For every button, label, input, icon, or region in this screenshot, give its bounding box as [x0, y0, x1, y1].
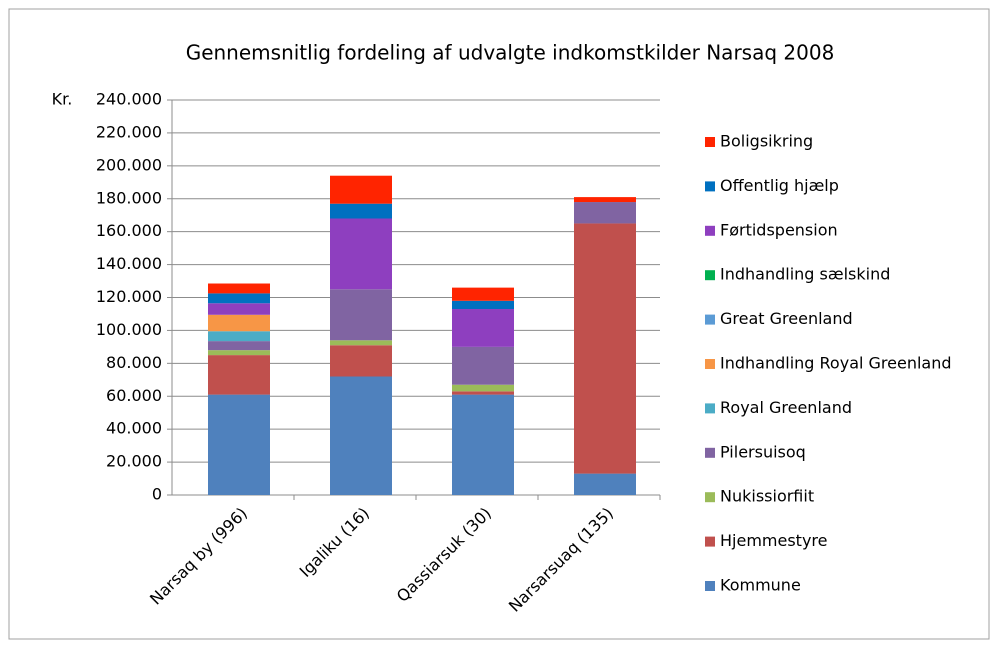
bar-segment	[208, 341, 270, 351]
legend-label: Royal Greenland	[720, 398, 852, 417]
legend-label: Hjemmestyre	[720, 531, 827, 550]
y-tick-label: 220.000	[96, 122, 162, 141]
bar-segment	[574, 197, 636, 203]
bar-segment	[330, 175, 392, 204]
y-tick-label: 180.000	[96, 188, 162, 207]
bar-segment	[208, 283, 270, 294]
y-axis-label: Kr.	[52, 90, 73, 109]
bar-segment	[452, 391, 514, 395]
bar-segment	[330, 218, 392, 290]
bar-segment	[208, 394, 270, 495]
bar-segment	[452, 394, 514, 495]
y-tick-label: 120.000	[96, 287, 162, 306]
bar-segment	[574, 473, 636, 495]
bar-segment	[452, 384, 514, 392]
bar-segment	[330, 289, 392, 341]
bar-segment	[330, 345, 392, 377]
legend-label: Nukissiorfiit	[720, 487, 814, 506]
bar-segment	[330, 203, 392, 219]
bar-segment	[208, 350, 270, 356]
legend-label: Indhandling sælskind	[720, 265, 890, 284]
y-tick-label: 80.000	[106, 353, 162, 372]
legend-swatch	[705, 181, 715, 192]
y-tick-label: 240.000	[96, 90, 162, 109]
y-tick-label: 20.000	[106, 452, 162, 471]
bar-segment	[452, 346, 514, 385]
legend-label: Offentlig hjælp	[720, 176, 839, 195]
legend-swatch	[705, 314, 715, 325]
bar-segment	[574, 202, 636, 224]
bar-segment	[452, 309, 514, 347]
y-tick-label: 60.000	[106, 386, 162, 405]
bar-segment	[330, 340, 392, 346]
legend-label: Indhandling Royal Greenland	[720, 354, 952, 373]
bar-segment	[208, 331, 270, 342]
legend-label: Pilersuisoq	[720, 442, 806, 461]
y-tick-label: 100.000	[96, 320, 162, 339]
legend-swatch	[705, 270, 715, 281]
bar-segment	[574, 223, 636, 474]
bar-segment	[452, 300, 514, 310]
legend-swatch	[705, 359, 715, 369]
bar-segment	[208, 314, 270, 332]
y-tick-label: 140.000	[96, 254, 162, 273]
y-tick-label: 40.000	[106, 419, 162, 438]
legend-swatch	[705, 492, 715, 503]
chart-title: Gennemsnitlig fordeling af udvalgte indk…	[186, 41, 835, 65]
legend-swatch	[705, 447, 715, 458]
legend-label: Førtidspension	[720, 220, 838, 239]
y-tick-label: 160.000	[96, 221, 162, 240]
bar-segment	[452, 287, 514, 301]
legend-label: Kommune	[720, 576, 801, 595]
bar-segment	[208, 303, 270, 315]
y-tick-label: 200.000	[96, 155, 162, 174]
bar-segment	[208, 293, 270, 304]
bar-segment	[208, 355, 270, 395]
legend-swatch	[705, 225, 715, 236]
legend-label: Boligsikring	[720, 132, 813, 151]
legend-swatch	[705, 536, 715, 547]
bar-segment	[330, 376, 392, 495]
legend-swatch	[705, 581, 715, 591]
legend-label: Great Greenland	[720, 309, 853, 328]
legend-swatch	[705, 137, 715, 147]
y-tick-label: 0	[152, 485, 162, 504]
legend-swatch	[705, 403, 715, 414]
